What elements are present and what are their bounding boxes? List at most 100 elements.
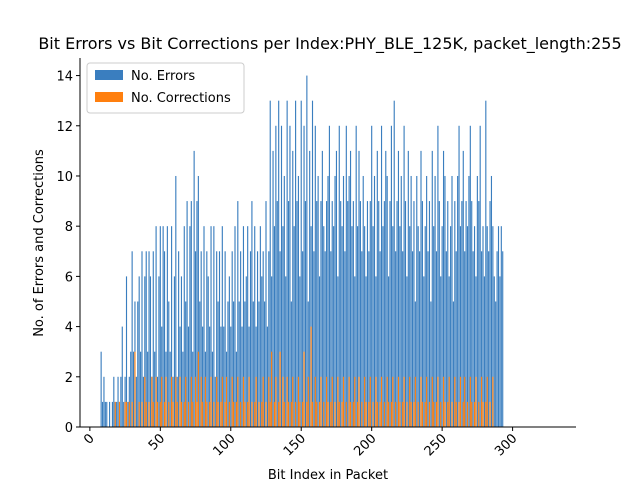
errors-bar <box>120 376 122 427</box>
errors-bar <box>344 251 346 427</box>
errors-bar <box>483 276 485 427</box>
corrections-bar <box>213 401 215 427</box>
errors-bar <box>323 226 325 427</box>
errors-bar <box>292 150 294 427</box>
corrections-bar <box>447 401 449 427</box>
errors-bar <box>166 226 168 427</box>
errors-bar <box>261 276 263 427</box>
errors-bar <box>196 201 198 427</box>
errors-bar <box>245 276 247 427</box>
legend-label-errors: No. Errors <box>131 69 195 84</box>
errors-bar <box>161 326 163 427</box>
corrections-bar <box>183 401 185 427</box>
corrections-bar <box>352 401 354 427</box>
errors-bar <box>404 201 407 427</box>
corrections-bar <box>131 401 133 427</box>
errors-bar <box>135 376 137 427</box>
errors-bar <box>472 251 474 427</box>
corrections-bar <box>196 401 198 427</box>
corrections-bar <box>471 401 473 427</box>
errors-bar <box>321 150 323 427</box>
errors-bar <box>444 175 446 427</box>
corrections-bar <box>273 401 276 427</box>
errors-bar <box>385 150 387 427</box>
errors-bar <box>347 201 349 427</box>
corrections-bar <box>179 376 181 427</box>
x-tick-label: 0 <box>81 431 97 447</box>
corrections-bar <box>228 401 230 427</box>
errors-bar <box>452 301 454 427</box>
corrections-bar <box>210 376 212 427</box>
errors-bar <box>357 226 359 427</box>
errors-bar <box>140 351 142 427</box>
errors-bar <box>155 226 157 427</box>
corrections-bar <box>190 376 192 427</box>
errors-bar <box>216 251 218 427</box>
corrections-bar <box>128 401 130 427</box>
corrections-bar <box>365 401 367 427</box>
errors-bar <box>209 326 211 427</box>
errors-bar <box>428 201 431 427</box>
errors-bar <box>255 326 257 427</box>
errors-bar <box>116 401 118 427</box>
errors-bar <box>320 201 322 427</box>
corrections-bar <box>240 401 242 427</box>
errors-bar <box>489 201 491 427</box>
corrections-bar <box>392 376 394 427</box>
errors-bar <box>364 226 366 427</box>
errors-bar <box>237 201 239 427</box>
errors-bar <box>220 326 222 427</box>
errors-bar <box>297 175 299 427</box>
errors-bar <box>123 401 125 427</box>
errors-bar <box>287 201 290 427</box>
errors-bar <box>228 276 230 427</box>
errors-bar <box>138 276 140 427</box>
errors-bar <box>414 301 416 427</box>
x-tick-label: 50 <box>146 431 168 453</box>
corrections-bar <box>286 376 288 427</box>
errors-bar <box>355 125 357 427</box>
corrections-bar <box>192 401 194 427</box>
errors-bar <box>500 226 502 427</box>
corrections-bar <box>185 376 187 427</box>
y-ticks: 0 2 4 6 8 10 12 14 <box>56 70 80 436</box>
corrections-bar <box>437 376 439 427</box>
errors-bar <box>207 276 209 427</box>
errors-bar <box>265 201 267 427</box>
errors-bar <box>296 201 298 427</box>
errors-bar <box>180 276 183 427</box>
errors-bar <box>189 226 191 427</box>
errors-series <box>100 75 504 428</box>
corrections-bar <box>187 401 190 427</box>
errors-bar <box>289 125 291 427</box>
corrections-bar <box>426 376 428 427</box>
errors-bar <box>465 201 467 427</box>
corrections-bar <box>320 376 322 427</box>
errors-bar <box>240 251 242 427</box>
errors-bar <box>479 125 481 427</box>
errors-bar <box>454 201 456 427</box>
corrections-bar <box>451 401 453 427</box>
errors-bar <box>254 226 256 427</box>
corrections-bar <box>278 401 280 427</box>
corrections-bar <box>197 351 199 427</box>
corrections-bar <box>455 401 457 427</box>
corrections-bar <box>262 376 264 427</box>
errors-bar <box>210 226 212 427</box>
corrections-bar <box>442 376 445 427</box>
errors-bar <box>410 175 412 427</box>
errors-bar <box>330 251 332 427</box>
errors-bar <box>502 251 504 427</box>
legend: No. Errors No. Corrections <box>86 62 245 114</box>
errors-bar <box>403 125 405 427</box>
errors-bar <box>100 351 102 427</box>
errors-bar <box>327 175 329 427</box>
corrections-bar <box>485 401 487 427</box>
x-axis-label: Bit Index in Packet <box>268 468 388 480</box>
errors-bar <box>252 301 254 427</box>
corrections-bar <box>224 401 226 427</box>
corrections-bar <box>248 376 250 427</box>
corrections-bar <box>254 401 256 427</box>
errors-bar <box>175 175 177 427</box>
corrections-bar <box>395 401 397 427</box>
